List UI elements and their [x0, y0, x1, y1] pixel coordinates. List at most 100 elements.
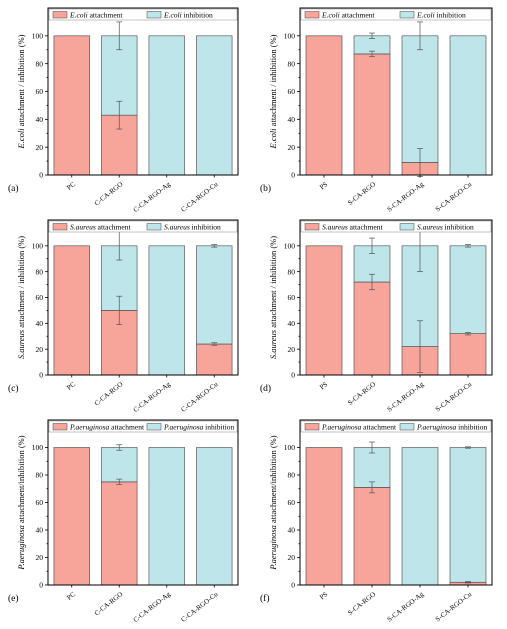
y-tick-label: 20 — [36, 553, 44, 562]
legend-label: P.aeruginosa inhibition — [163, 423, 235, 432]
y-tick-label: 100 — [284, 241, 296, 250]
y-tick-label: 40 — [288, 319, 296, 328]
bar-inhibition-C-CA-RGO-Cu — [196, 447, 233, 586]
x-tick-label: C-CA-RGO-Ag — [132, 180, 173, 214]
y-tick-label: 100 — [32, 241, 44, 250]
bar-inhibition-S-CA-RGO-Ag — [401, 35, 439, 163]
y-tick-label: 60 — [36, 293, 44, 302]
error-bar-inhibition-S-CA-RGO-Ag — [417, 21, 423, 51]
chart-panel-e: PC C-CA-RGO C-CA-RGO-Ag C-CA-RGO-Cu 0 20 40 60 8… — [8, 419, 239, 624]
legend-swatch-attachment — [304, 423, 320, 431]
bar-inhibition-C-CA-RGO — [101, 447, 138, 483]
y-tick-label: 0 — [39, 581, 43, 590]
bar-inhibition-C-CA-RGO-Ag — [148, 245, 185, 376]
panel-label: (f) — [260, 593, 270, 604]
error-bar-inhibition-C-CA-RGO-Cu — [211, 244, 218, 248]
y-tick-label: 100 — [284, 31, 296, 40]
error-bar-inhibition-S-CA-RGO — [369, 32, 375, 39]
y-tick-label: 80 — [36, 471, 44, 480]
error-bar-attachment-S-CA-RGO — [369, 481, 375, 494]
panel-label: (e) — [8, 593, 19, 604]
y-tick-label: 100 — [32, 31, 44, 40]
y-axis-label: S.aureus attachment / inhibition (%) — [268, 236, 278, 359]
x-tick-label: S-CA-RGO — [346, 590, 377, 617]
bar-inhibition-S-CA-RGO-Cu — [449, 35, 487, 176]
x-tick-label: PC — [65, 380, 77, 392]
bar-inhibition-S-CA-RGO — [353, 447, 391, 488]
error-bar-inhibition-C-CA-RGO — [116, 444, 123, 451]
bar-attachment-S-CA-RGO — [353, 487, 391, 586]
bar-attachment-PS — [305, 245, 343, 376]
y-tick-label: 80 — [36, 267, 44, 276]
legend: P.aeruginosa attachment P.aeruginosa inhi… — [300, 420, 492, 433]
y-tick-label: 20 — [288, 345, 296, 354]
y-tick-label: 60 — [288, 293, 296, 302]
x-tick-label: PC — [65, 590, 77, 602]
bar-attachment-S-CA-RGO — [353, 281, 391, 376]
error-bar-attachment-C-CA-RGO — [116, 100, 123, 130]
bar-inhibition-C-CA-RGO-Cu — [196, 35, 233, 176]
chart-panel-a: PC C-CA-RGO C-CA-RGO-Ag C-CA-RGO-Cu 0 20 40 60 8… — [8, 7, 239, 214]
legend-label: S.aureus attachment — [70, 223, 131, 232]
bar-attachment-PS — [305, 447, 343, 586]
error-bar-attachment-S-CA-RGO-Cu — [465, 332, 471, 336]
x-tick-label: S-CA-RGO-Ag — [386, 180, 426, 214]
y-tick-label: 0 — [291, 371, 295, 380]
y-tick-label: 80 — [288, 267, 296, 276]
y-tick-label: 100 — [284, 443, 296, 452]
bar-inhibition-S-CA-RGO-Cu — [449, 447, 487, 583]
y-tick-label: 40 — [36, 526, 44, 535]
y-tick-label: 60 — [36, 87, 44, 96]
y-tick-label: 20 — [288, 143, 296, 152]
error-bar-inhibition-S-CA-RGO — [369, 441, 375, 454]
y-axis-label: E.coli attachment / inhibition (%) — [16, 34, 26, 149]
error-bar-attachment-C-CA-RGO-Cu — [211, 342, 218, 346]
bar-inhibition-S-CA-RGO-Cu — [449, 245, 487, 334]
y-tick-label: 40 — [288, 526, 296, 535]
y-tick-label: 0 — [291, 581, 295, 590]
x-tick-label: PS — [318, 180, 329, 191]
x-tick-label: C-CA-RGO — [93, 590, 125, 617]
legend-swatch-inhibition — [399, 11, 415, 19]
x-tick-label: S-CA-RGO-Ag — [386, 380, 426, 414]
legend: S.aureus attachment S.aureus inhibition — [48, 220, 238, 233]
error-bar-attachment-S-CA-RGO-Ag — [417, 320, 423, 373]
chart-panel-f: PS S-CA-RGO S-CA-RGO-Ag S-CA-RGO-Cu 0 20 40 60 8… — [260, 419, 493, 624]
legend: S.aureus attachment S.aureus inhibition — [300, 220, 492, 233]
legend-swatch-attachment — [304, 11, 320, 19]
error-bar-inhibition-C-CA-RGO — [116, 21, 123, 51]
legend-swatch-attachment — [52, 223, 68, 231]
legend-label: S.aureus inhibition — [417, 223, 474, 232]
y-axis-label: P.aeruginosa attachment/inhibition (%) — [16, 435, 26, 570]
legend: P.aeruginosa attachment P.aeruginosa inhi… — [48, 420, 238, 433]
x-tick-label: S-CA-RGO-Cu — [434, 380, 474, 413]
x-tick-label: C-CA-RGO-Cu — [180, 380, 220, 414]
y-tick-label: 0 — [291, 171, 295, 180]
x-tick-label: S-CA-RGO — [346, 380, 377, 407]
chart-panel-c: PC C-CA-RGO C-CA-RGO-Ag C-CA-RGO-Cu 0 20 40 60 8… — [8, 219, 239, 414]
legend-label: S.aureus inhibition — [164, 223, 221, 232]
x-tick-label: S-CA-RGO-Cu — [434, 590, 474, 623]
legend-label: P.aeruginosa inhibition — [416, 423, 488, 432]
y-axis-label: P.aeruginosa attachment/inhibition (%) — [268, 435, 278, 570]
legend-swatch-inhibition — [146, 423, 162, 431]
bar-inhibition-C-CA-RGO-Ag — [148, 35, 185, 176]
x-tick-label: C-CA-RGO-Ag — [132, 590, 173, 624]
bar-attachment-PC — [53, 447, 90, 586]
error-bar-attachment-C-CA-RGO — [116, 295, 123, 325]
y-tick-label: 0 — [39, 171, 43, 180]
bar-inhibition-S-CA-RGO-Ag — [401, 447, 439, 586]
bar-attachment-S-CA-RGO — [353, 53, 391, 176]
legend-swatch-inhibition — [399, 423, 415, 431]
bar-attachment-C-CA-RGO — [101, 481, 138, 586]
legend-swatch-attachment — [304, 223, 320, 231]
y-tick-label: 100 — [32, 443, 44, 452]
error-bar-attachment-C-CA-RGO — [116, 478, 123, 485]
bar-inhibition-C-CA-RGO-Cu — [196, 245, 233, 345]
legend-label: P.aeruginosa attachment — [69, 423, 145, 432]
legend-label: E.coli attachment — [69, 11, 123, 20]
bar-attachment-PC — [53, 35, 90, 176]
error-bar-inhibition-S-CA-RGO-Cu — [465, 244, 471, 248]
bar-attachment-S-CA-RGO-Cu — [449, 333, 487, 376]
